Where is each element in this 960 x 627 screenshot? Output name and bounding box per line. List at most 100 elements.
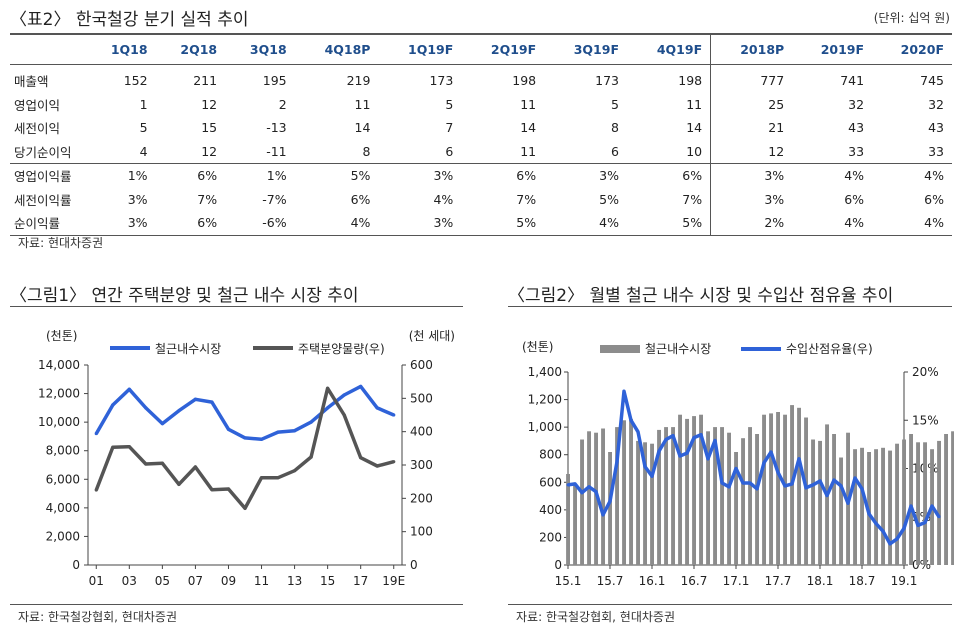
data-point (210, 488, 214, 492)
data-point (923, 521, 927, 525)
data-point (797, 457, 801, 461)
table-cell: 11 (354, 96, 371, 112)
table-cell: 14 (686, 120, 703, 136)
bar (937, 440, 941, 565)
x-tick-label: 16.7 (681, 574, 708, 588)
table-cell: 14 (354, 120, 371, 136)
table-cell: 10 (686, 143, 703, 159)
chart2-bottom-rule (508, 604, 952, 605)
bar (951, 431, 954, 565)
table-cell: 4% (872, 211, 952, 236)
data-point (193, 465, 198, 469)
y-tick-label-left: 0 (72, 558, 80, 572)
col-header: 2019F (792, 33, 873, 65)
data-point (937, 515, 941, 519)
table-cell: 3% (378, 211, 462, 236)
data-point (755, 487, 759, 491)
y-tick-label-left: 1,400 (528, 365, 562, 379)
data-point (783, 484, 787, 488)
data-point (144, 462, 148, 466)
x-tick-label: 13 (287, 574, 302, 588)
x-tick-label: 15 (320, 574, 335, 588)
table-cell: 43 (928, 120, 944, 136)
table-cell: 4 (139, 143, 148, 159)
earnings-table: 1Q18 2Q18 3Q18 4Q18P 1Q19F 2Q19F 3Q19F 4… (10, 33, 952, 236)
bar (839, 457, 843, 565)
data-point (881, 529, 885, 533)
bar (573, 485, 577, 565)
table-cell: 14 (520, 120, 537, 136)
chart1-bottom-rule (10, 604, 463, 605)
x-tick-label: 05 (155, 574, 170, 588)
x-tick-label: 18.7 (849, 574, 876, 588)
bar (853, 449, 857, 565)
row-label: 순이익률 (10, 211, 86, 236)
table-cell: 745 (920, 73, 944, 89)
chart1-source: 자료: 한국철강협회, 현대차증권 (18, 610, 178, 624)
data-point (359, 384, 363, 389)
data-point (342, 413, 346, 417)
table-row: 영업이익 1 12 2 11 5 11 5 11 25 32 32 (10, 92, 952, 116)
data-point (888, 542, 892, 546)
table-cell: 6% (461, 163, 545, 188)
data-point (853, 476, 857, 480)
bar (678, 414, 682, 565)
series-line (567, 389, 941, 546)
legend-label-steel: 철근내수시장 (645, 342, 711, 356)
col-header: 2020F (872, 33, 952, 65)
data-point (177, 409, 181, 413)
table-cell: 2% (710, 211, 793, 236)
table-cell: 211 (193, 73, 218, 89)
bar (657, 429, 661, 565)
table-cell: 4% (792, 163, 873, 188)
y-tick-label-left: 8,000 (46, 444, 80, 458)
table-row: 영업이익률 1% 6% 1% 5% 3% 6% 3% 6% 3% 4% 4% (10, 163, 952, 188)
y-tick-label-right: 500 (410, 391, 433, 405)
data-point (706, 457, 710, 461)
table-cell: 21 (710, 116, 793, 140)
row-label: 세전이익 (14, 121, 61, 137)
table-cell: 32 (848, 96, 865, 112)
data-point (895, 537, 899, 541)
bar (909, 434, 913, 565)
data-point (392, 460, 396, 464)
x-tick-label: 17.1 (723, 574, 750, 588)
table-cell: 11 (686, 96, 703, 112)
data-point (127, 445, 131, 449)
col-header: 2Q18 (155, 33, 226, 65)
table-title: 〈표2〉 한국철강 분기 실적 추이 (10, 10, 249, 30)
bar (699, 414, 703, 565)
table-cell: 198 (678, 73, 703, 89)
bar (762, 414, 766, 565)
col-header: 4Q19F (626, 33, 711, 65)
chart2-svg: 02004006008001,0001,2001,4000%5%10%15%20… (522, 339, 954, 588)
bar (748, 427, 752, 565)
bar (580, 439, 584, 565)
data-point (902, 526, 906, 530)
bar (874, 449, 878, 565)
data-point (566, 483, 570, 487)
data-point (636, 430, 640, 434)
bar (741, 438, 745, 565)
table-cell: 7% (197, 191, 218, 207)
bar (902, 439, 906, 565)
bar (615, 427, 619, 565)
chart1-svg: 0 2,000 4,000 6,000 8,000 10,000 12,000 14,000 0… (38, 328, 455, 588)
table-cell: 152 (123, 73, 148, 89)
data-point (811, 483, 815, 487)
data-point (692, 436, 696, 440)
data-point (839, 484, 843, 488)
table-cell: 25 (710, 92, 793, 116)
y-tick-label-left: 600 (539, 475, 562, 489)
data-point (657, 449, 661, 453)
data-point (727, 485, 731, 489)
bar (783, 414, 787, 565)
col-header: 3Q19F (544, 33, 627, 65)
y-tick-label-left: 14,000 (38, 358, 80, 372)
table-row: 당기순이익 4 12 -11 8 6 11 6 10 12 33 33 (10, 139, 952, 164)
table-cell: 4% (872, 163, 952, 188)
table-cell: 741 (840, 73, 865, 89)
y-tick-label-left: 2,000 (46, 529, 80, 543)
bar (720, 427, 724, 565)
table-cell: 3% (544, 163, 627, 188)
